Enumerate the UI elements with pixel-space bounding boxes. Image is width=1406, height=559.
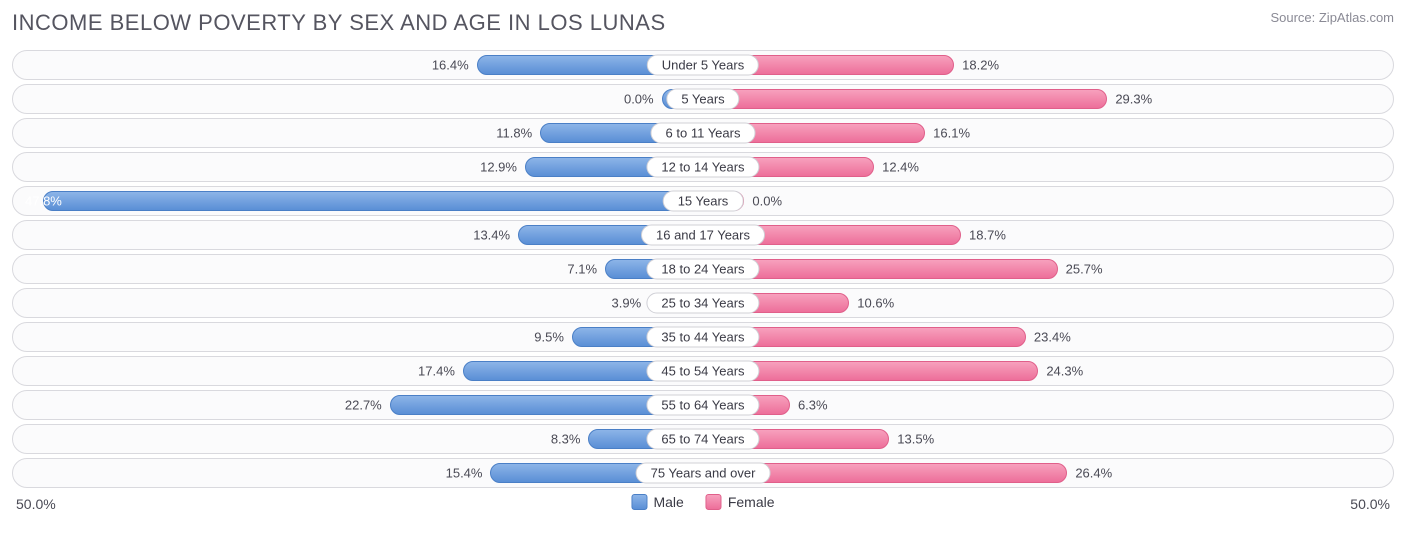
- category-label: 15 Years: [663, 191, 744, 212]
- male-value-label: 16.4%: [432, 58, 469, 73]
- male-value-label: 13.4%: [473, 228, 510, 243]
- female-value-label: 26.4%: [1075, 466, 1112, 481]
- legend-male: Male: [631, 494, 683, 510]
- male-value-label: 11.8%: [496, 126, 532, 141]
- category-label: 35 to 44 Years: [646, 327, 759, 348]
- category-label: 16 and 17 Years: [641, 225, 765, 246]
- male-value-label: 12.9%: [480, 160, 517, 175]
- category-label: 45 to 54 Years: [646, 361, 759, 382]
- male-value-label: 22.7%: [345, 398, 382, 413]
- female-value-label: 16.1%: [933, 126, 970, 141]
- female-value-label: 23.4%: [1034, 330, 1071, 345]
- category-label: 18 to 24 Years: [646, 259, 759, 280]
- axis-label-left: 50.0%: [16, 496, 56, 512]
- male-value-label: 8.3%: [551, 432, 581, 447]
- chart-header: INCOME BELOW POVERTY BY SEX AND AGE IN L…: [12, 10, 1394, 36]
- male-value-label: 17.4%: [418, 364, 455, 379]
- axis-label-right: 50.0%: [1350, 496, 1390, 512]
- male-value-label: 15.4%: [446, 466, 483, 481]
- female-value-label: 12.4%: [882, 160, 919, 175]
- chart-row: 12.9% 12.4% 12 to 14 Years: [12, 152, 1394, 182]
- chart-row: 8.3% 13.5% 65 to 74 Years: [12, 424, 1394, 454]
- category-label: 75 Years and over: [636, 463, 771, 484]
- legend-female-label: Female: [728, 494, 775, 510]
- legend-male-label: Male: [653, 494, 683, 510]
- chart-legend: Male Female: [631, 494, 774, 510]
- female-swatch-icon: [706, 494, 722, 510]
- male-swatch-icon: [631, 494, 647, 510]
- female-value-label: 24.3%: [1046, 364, 1083, 379]
- male-value-label: 0.0%: [624, 92, 654, 107]
- chart-row: 3.9% 10.6% 25 to 34 Years: [12, 288, 1394, 318]
- chart-row: 0.0% 29.3% 5 Years: [12, 84, 1394, 114]
- chart-row: 47.8% 0.0% 15 Years: [12, 186, 1394, 216]
- female-value-label: 0.0%: [752, 194, 782, 209]
- chart-row: 9.5% 23.4% 35 to 44 Years: [12, 322, 1394, 352]
- chart-row: 13.4% 18.7% 16 and 17 Years: [12, 220, 1394, 250]
- category-label: 6 to 11 Years: [651, 123, 756, 144]
- chart-footer: 50.0% Male Female 50.0%: [12, 494, 1394, 530]
- female-bar: [703, 89, 1107, 109]
- chart-row: 7.1% 25.7% 18 to 24 Years: [12, 254, 1394, 284]
- chart-row: 22.7% 6.3% 55 to 64 Years: [12, 390, 1394, 420]
- category-label: 65 to 74 Years: [646, 429, 759, 450]
- female-value-label: 29.3%: [1115, 92, 1152, 107]
- chart-rows: 16.4% 18.2% Under 5 Years 0.0% 29.3% 5 Years 1…: [12, 50, 1394, 488]
- category-label: 5 Years: [666, 89, 739, 110]
- chart-row: 11.8% 16.1% 6 to 11 Years: [12, 118, 1394, 148]
- female-value-label: 18.7%: [969, 228, 1006, 243]
- female-value-label: 18.2%: [962, 58, 999, 73]
- category-label: 25 to 34 Years: [646, 293, 759, 314]
- male-value-label: 3.9%: [612, 296, 642, 311]
- chart-row: 16.4% 18.2% Under 5 Years: [12, 50, 1394, 80]
- legend-female: Female: [706, 494, 775, 510]
- chart-source: Source: ZipAtlas.com: [1270, 10, 1394, 25]
- male-bar: [43, 191, 703, 211]
- chart-row: 17.4% 24.3% 45 to 54 Years: [12, 356, 1394, 386]
- male-value-label: 47.8%: [25, 194, 62, 209]
- female-value-label: 25.7%: [1066, 262, 1103, 277]
- female-value-label: 13.5%: [897, 432, 934, 447]
- male-value-label: 7.1%: [567, 262, 597, 277]
- category-label: 55 to 64 Years: [646, 395, 759, 416]
- poverty-pyramid-chart: INCOME BELOW POVERTY BY SEX AND AGE IN L…: [0, 0, 1406, 559]
- female-value-label: 10.6%: [857, 296, 894, 311]
- male-value-label: 9.5%: [534, 330, 564, 345]
- chart-row: 15.4% 26.4% 75 Years and over: [12, 458, 1394, 488]
- female-value-label: 6.3%: [798, 398, 828, 413]
- category-label: 12 to 14 Years: [646, 157, 759, 178]
- chart-title: INCOME BELOW POVERTY BY SEX AND AGE IN L…: [12, 10, 666, 36]
- category-label: Under 5 Years: [647, 55, 759, 76]
